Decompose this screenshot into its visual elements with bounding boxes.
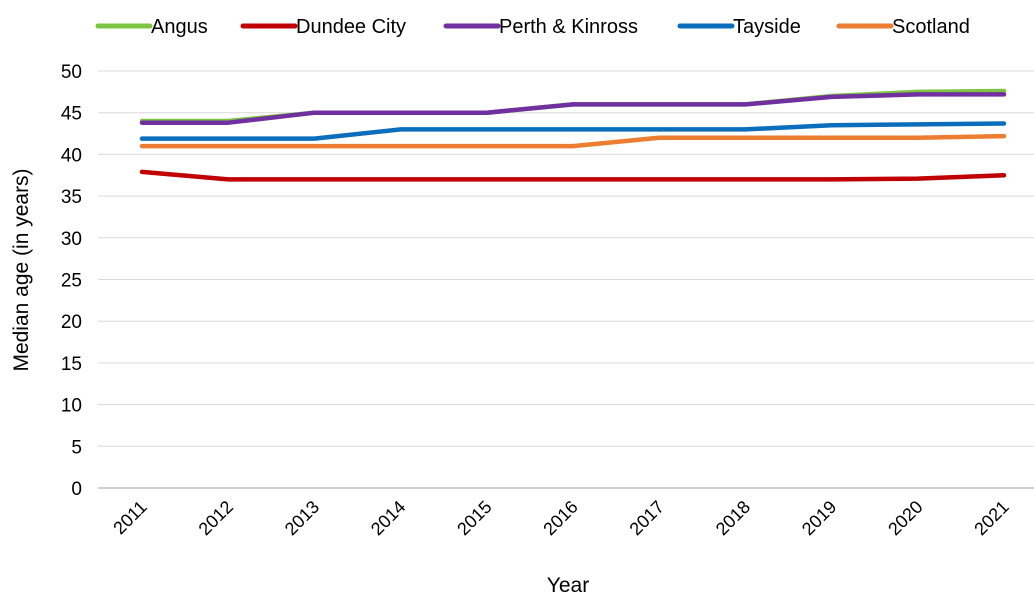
x-tick-label: 2012	[195, 497, 237, 539]
y-tick-label: 10	[61, 396, 82, 417]
y-tick-label: 30	[61, 229, 82, 250]
x-axis-title: Year	[547, 574, 589, 597]
y-tick-label: 15	[61, 354, 82, 375]
y-tick-label: 25	[61, 271, 82, 292]
y-tick-label: 35	[61, 187, 82, 208]
y-tick-label: 20	[61, 312, 82, 333]
y-axis-title: Median age (in years)	[10, 168, 33, 371]
legend-label-perth-kinross: Perth & Kinross	[499, 16, 638, 38]
series-line-tayside	[139, 121, 1007, 141]
y-tick-labels: 0 5 10 15 20 25 30 35 40 45 50	[61, 62, 82, 500]
series-lines	[139, 88, 1007, 182]
x-tick-label: 2015	[453, 497, 495, 539]
x-tick-label: 2011	[109, 497, 151, 539]
y-tick-label: 45	[61, 104, 82, 125]
legend: Angus Dundee City Perth & Kinross Tayside Sc…	[95, 16, 970, 38]
gridlines	[98, 70, 1034, 447]
y-tick-label: 5	[71, 437, 82, 458]
series-line-scotland	[139, 133, 1007, 149]
x-tick-label: 2013	[281, 497, 323, 539]
x-tick-label: 2019	[798, 497, 840, 539]
x-tick-label: 2018	[712, 497, 754, 539]
y-tick-label: 0	[71, 479, 82, 500]
y-tick-label: 50	[61, 62, 82, 83]
x-tick-label: 2016	[539, 497, 581, 539]
series-line-perth-kinross	[139, 92, 1007, 125]
legend-label-tayside: Tayside	[733, 16, 801, 38]
legend-label-scotland: Scotland	[892, 16, 970, 38]
series-line-dundee-city	[139, 169, 1007, 182]
legend-label-angus: Angus	[151, 16, 208, 38]
x-tick-labels: 2011 2012 2013 2014 2015 2016 2017 2018 2019 2020…	[109, 497, 1013, 539]
x-tick-label: 2017	[626, 497, 668, 539]
x-tick-label: 2014	[367, 497, 409, 539]
x-tick-label: 2021	[970, 497, 1012, 539]
x-tick-label: 2020	[884, 497, 926, 539]
y-tick-label: 40	[61, 145, 82, 166]
legend-label-dundee-city: Dundee City	[296, 16, 406, 38]
